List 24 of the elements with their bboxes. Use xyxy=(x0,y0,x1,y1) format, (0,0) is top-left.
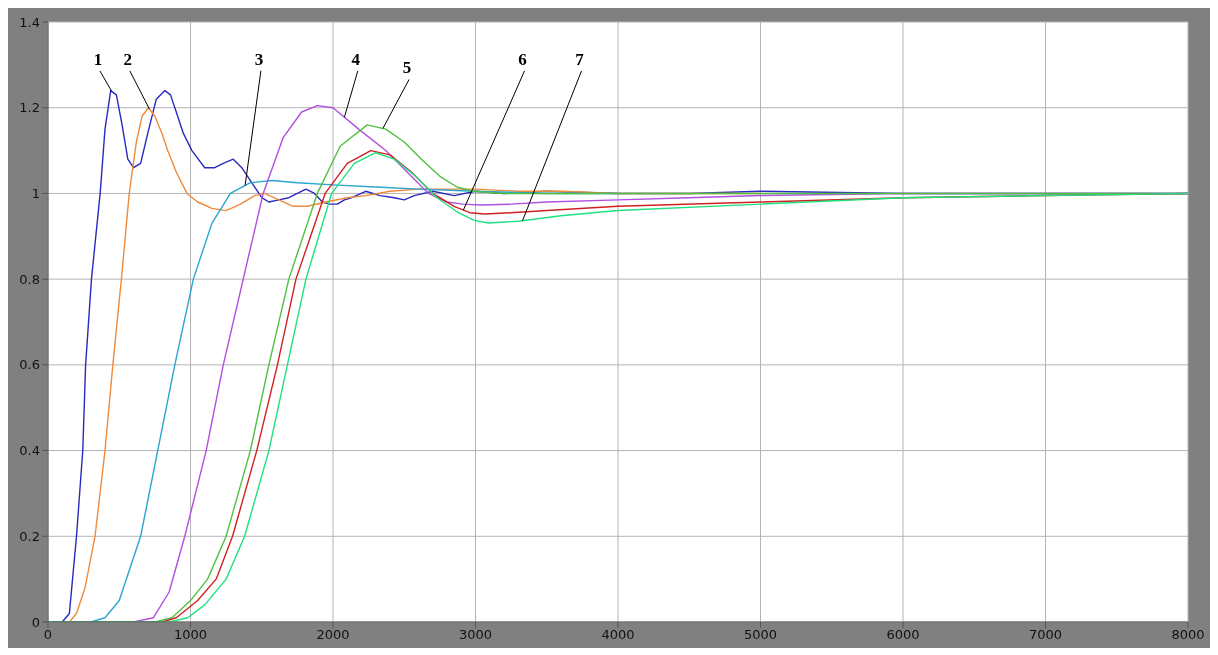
y-tick-label: 0.4 xyxy=(19,443,40,459)
y-tick-label: 0.6 xyxy=(19,357,40,373)
y-tick-label: 0.2 xyxy=(19,528,40,544)
text: 4 xyxy=(351,49,361,69)
y-tick-label: 0.8 xyxy=(19,271,40,287)
text: 6 xyxy=(518,49,527,69)
y-tick-label: 1.2 xyxy=(19,100,40,116)
x-tick-label: 2000 xyxy=(316,627,350,643)
text: 2 xyxy=(123,49,133,69)
x-tick-label: 3000 xyxy=(458,627,493,643)
x-tick-label: 8000 xyxy=(1171,627,1205,643)
y-tick-label: 0 xyxy=(31,614,40,630)
text: 5 xyxy=(402,58,412,78)
text: 3 xyxy=(254,49,264,69)
x-tick-label: 4000 xyxy=(601,627,635,643)
x-tick-label: 7000 xyxy=(1028,627,1063,643)
text: 7 xyxy=(575,49,585,69)
x-tick-label: 0 xyxy=(43,627,53,643)
x-tick-label: 6000 xyxy=(886,627,920,643)
series-label: 1 xyxy=(93,49,103,69)
y-tick-label: 1 xyxy=(31,186,40,202)
x-tick-label: 1000 xyxy=(173,627,208,643)
y-tick-label: 1.4 xyxy=(19,14,40,30)
x-tick-label: 5000 xyxy=(743,627,778,643)
